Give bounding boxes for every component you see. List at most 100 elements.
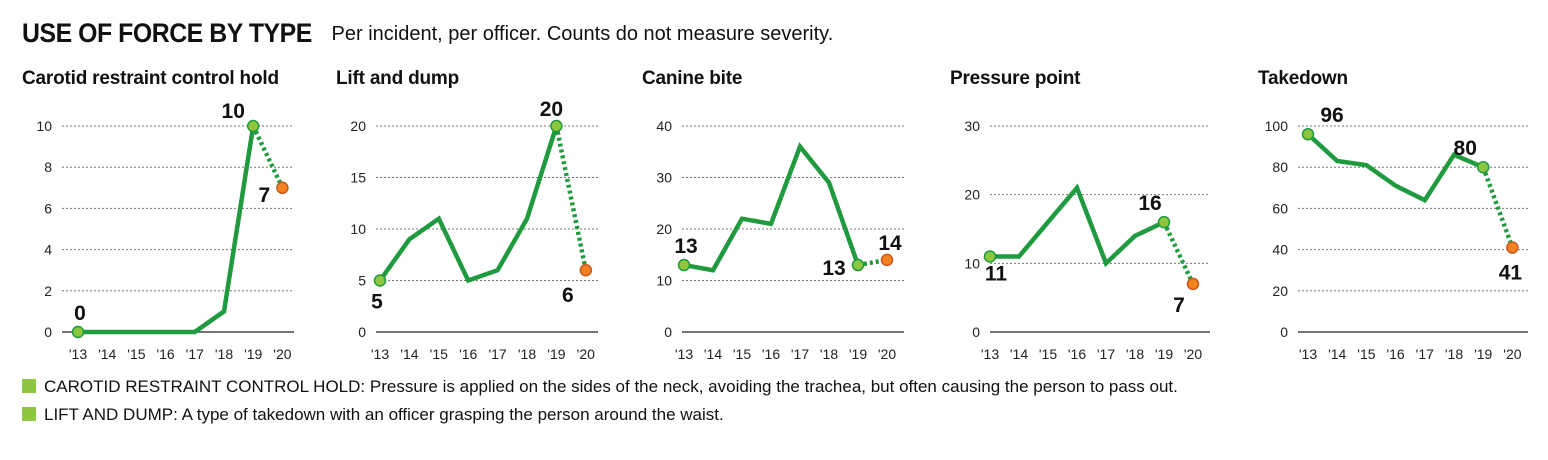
legend-item-carotid: CAROTID RESTRAINT CONTROL HOLD: Pressure…: [22, 377, 1178, 397]
x-tick-label: '17: [186, 346, 204, 362]
x-tick-label: '15: [733, 346, 751, 362]
series-line: [1306, 132, 1485, 204]
x-tick-label: '16: [1386, 346, 1404, 362]
x-tick-label: '13: [371, 346, 389, 362]
x-tick-label: '20: [878, 346, 896, 362]
data-point: [246, 119, 260, 133]
x-tick-label: '14: [400, 346, 418, 362]
panel-canine-bite: Canine bite 0 10 20 30 40 '13 '14 '15 '16 '17 '18 '…: [642, 68, 942, 368]
data-point: [1476, 160, 1490, 174]
data-label: 5: [371, 291, 383, 314]
x-tick-label: '20: [1184, 346, 1202, 362]
y-tick-label: 8: [44, 159, 52, 175]
x-tick-label: '19: [1155, 346, 1173, 362]
data-label: 6: [562, 284, 574, 307]
data-label: 7: [259, 184, 271, 207]
data-point: [983, 250, 997, 263]
x-tick-label: '14: [1328, 346, 1346, 362]
y-tick-label: 20: [350, 118, 366, 134]
y-tick-label: 40: [1272, 242, 1288, 258]
x-tick-label: '18: [1126, 346, 1144, 362]
projection-point: [880, 253, 894, 267]
y-tick-label: 5: [358, 273, 366, 289]
x-tick-label: '19: [1474, 346, 1492, 362]
panel-title: Lift and dump: [336, 68, 459, 89]
panel-title: Takedown: [1258, 68, 1348, 89]
projection-point: [1506, 241, 1519, 254]
projection-line: [251, 125, 285, 189]
chart-canine-bite: 0 10 20 30 40 '13 '14 '15 '16 '17 '18 '19 '20 13 13 14: [656, 118, 904, 362]
y-tick-label: 0: [44, 324, 52, 340]
chart-pressure-point: 0 10 20 30 '13 '14 '15 '16 '17 '18 '19 '20 11 16 7: [964, 118, 1210, 362]
data-label: 0: [74, 302, 86, 325]
x-tick-label: '16: [1068, 346, 1086, 362]
subtitle: Per incident, per officer. Counts do not…: [331, 23, 834, 45]
y-tick-label: 15: [350, 170, 366, 186]
x-tick-label: '13: [981, 346, 999, 362]
y-tick-label: 0: [664, 324, 672, 340]
data-point: [851, 258, 865, 272]
x-tick-label: '20: [577, 346, 595, 362]
y-tick-label: 20: [964, 187, 980, 203]
x-tick-label: '20: [1503, 346, 1521, 362]
y-tick-label: 20: [1272, 283, 1288, 299]
x-tick-label: '19: [849, 346, 867, 362]
projection-point: [276, 181, 289, 195]
legend-swatch: [22, 379, 36, 393]
y-tick-label: 100: [1265, 118, 1289, 134]
projection-point: [1186, 277, 1200, 291]
panel-title: Carotid restraint control hold: [22, 68, 279, 89]
data-point: [373, 274, 387, 287]
panel-carotid-restraint: Carotid restraint control hold 0 2 4 6 8 10 '1…: [22, 68, 322, 368]
series-line: [78, 125, 256, 335]
chart-header: USE OF FORCE BY TYPE Per incident, per o…: [22, 18, 833, 49]
series-line: [683, 142, 861, 273]
y-tick-label: 30: [964, 118, 980, 134]
panel-takedown: Takedown 0 20 40 60 80 100 '13 '14 '15 '16 '17 '18 '…: [1258, 68, 1548, 368]
data-label: 7: [1173, 294, 1185, 317]
data-label: 16: [1138, 192, 1161, 215]
x-tick-label: '14: [704, 346, 722, 362]
x-tick-label: '17: [791, 346, 809, 362]
y-tick-label: 6: [44, 200, 52, 216]
x-tick-label: '15: [1039, 346, 1057, 362]
x-tick-label: '17: [488, 346, 506, 362]
y-tick-label: 2: [44, 283, 52, 299]
data-label: 80: [1454, 137, 1477, 160]
data-point: [677, 258, 691, 272]
data-point: [1157, 215, 1171, 229]
chart-takedown: 0 20 40 60 80 100 '13 '14 '15 '16 '17 '18 '19 '20 96 80…: [1265, 104, 1528, 362]
projection-line: [1161, 221, 1196, 285]
x-tick-label: '13: [69, 346, 87, 362]
series-line: [378, 125, 559, 284]
y-tick-label: 4: [44, 242, 52, 258]
series-line: [990, 183, 1165, 268]
y-tick-label: 0: [972, 324, 980, 340]
y-tick-label: 30: [656, 170, 672, 186]
y-tick-label: 80: [1272, 159, 1288, 175]
x-tick-label: '14: [98, 346, 116, 362]
data-label: 13: [822, 257, 845, 280]
x-tick-label: '15: [430, 346, 448, 362]
x-tick-label: '15: [1357, 346, 1375, 362]
x-tick-label: '15: [127, 346, 145, 362]
x-tick-label: '13: [1299, 346, 1317, 362]
x-tick-label: '14: [1010, 346, 1028, 362]
data-label: 10: [222, 100, 245, 123]
y-tick-label: 60: [1272, 200, 1288, 216]
data-label: 11: [985, 262, 1008, 285]
x-tick-label: '18: [1445, 346, 1463, 362]
x-tick-label: '16: [762, 346, 780, 362]
x-tick-label: '16: [459, 346, 477, 362]
data-label: 41: [1499, 262, 1523, 285]
y-tick-label: 20: [656, 221, 672, 237]
panel-pressure-point: Pressure point 0 10 20 30 '13 '14 '15 '16 '17 '18…: [950, 68, 1250, 368]
x-tick-label: '18: [518, 346, 536, 362]
legend-text: CAROTID RESTRAINT CONTROL HOLD: Pressure…: [44, 377, 1178, 396]
data-point: [71, 325, 85, 339]
projection-line: [1481, 166, 1515, 249]
data-point: [1301, 127, 1315, 141]
x-tick-label: '17: [1097, 346, 1115, 362]
main-title: USE OF FORCE BY TYPE: [22, 18, 312, 48]
